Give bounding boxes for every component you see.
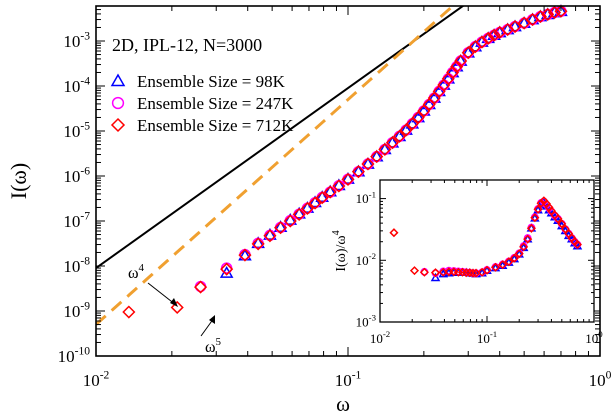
omega4-label: ω4 [128, 262, 145, 282]
y-tick-label: 10-3 [63, 29, 90, 51]
y-tick-label: 10-1 [356, 189, 376, 206]
legend-marker-diamond [112, 119, 124, 131]
y-tick-label: 10-6 [63, 164, 90, 186]
omega5-label: ω5 [205, 336, 222, 356]
omega4-annotation: ω4 [128, 262, 178, 307]
chart-title: 2D, IPL-12, N=3000 [112, 35, 262, 55]
x-tick-label: 10-1 [477, 329, 497, 346]
legend-marker-triangle [112, 75, 124, 86]
y-tick-label: 10-4 [63, 74, 90, 96]
legend-entry-label: Ensemble Size = 712K [137, 116, 294, 135]
y-tick-label: 10-8 [63, 254, 90, 276]
legend: Ensemble Size = 98K Ensemble Size = 247K E… [112, 72, 294, 135]
omega5-annotation: ω5 [201, 315, 222, 356]
y-tick-label: 10-7 [63, 209, 90, 231]
x-tick-label: 10-2 [370, 329, 390, 346]
data-point-diamond [123, 307, 134, 318]
legend-entry-label: Ensemble Size = 98K [137, 72, 286, 91]
y-tick-label: 10-9 [63, 299, 90, 321]
legend-marker-circle [113, 98, 124, 109]
inset-y-axis-label: I(ω)/ω4 [331, 230, 349, 271]
omega5-arrowhead [209, 315, 215, 324]
y-axis-label: I(ω) [6, 163, 31, 199]
legend-entry-label: Ensemble Size = 247K [137, 94, 294, 113]
x-tick-label: 10-1 [335, 368, 362, 390]
y-tick-label: 10-2 [356, 251, 376, 268]
x-tick-label: 100 [589, 368, 612, 390]
x-tick-label: 10-2 [83, 368, 110, 390]
y-tick-label: 10-5 [63, 119, 90, 141]
x-axis-label: ω [336, 392, 350, 416]
inset-background [380, 180, 594, 338]
y-tick-label: 10-10 [58, 344, 91, 366]
y-tick-label: 10-3 [356, 313, 377, 330]
